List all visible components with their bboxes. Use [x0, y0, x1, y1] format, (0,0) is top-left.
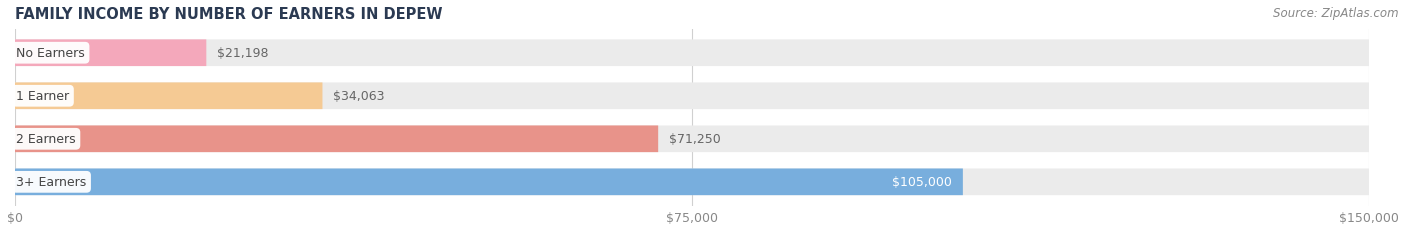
FancyBboxPatch shape — [15, 83, 1369, 110]
FancyBboxPatch shape — [15, 40, 207, 67]
FancyBboxPatch shape — [15, 169, 963, 195]
Text: No Earners: No Earners — [17, 47, 84, 60]
FancyBboxPatch shape — [15, 83, 322, 110]
Text: $21,198: $21,198 — [217, 47, 269, 60]
Text: $34,063: $34,063 — [333, 90, 385, 103]
FancyBboxPatch shape — [15, 126, 1369, 152]
Text: 1 Earner: 1 Earner — [17, 90, 69, 103]
Text: Source: ZipAtlas.com: Source: ZipAtlas.com — [1274, 7, 1399, 20]
Text: 3+ Earners: 3+ Earners — [17, 176, 87, 188]
Text: FAMILY INCOME BY NUMBER OF EARNERS IN DEPEW: FAMILY INCOME BY NUMBER OF EARNERS IN DE… — [15, 7, 443, 22]
Text: 2 Earners: 2 Earners — [17, 133, 76, 146]
Text: $71,250: $71,250 — [669, 133, 721, 146]
FancyBboxPatch shape — [15, 40, 1369, 67]
FancyBboxPatch shape — [15, 169, 1369, 195]
Text: $105,000: $105,000 — [893, 176, 952, 188]
FancyBboxPatch shape — [15, 126, 658, 152]
